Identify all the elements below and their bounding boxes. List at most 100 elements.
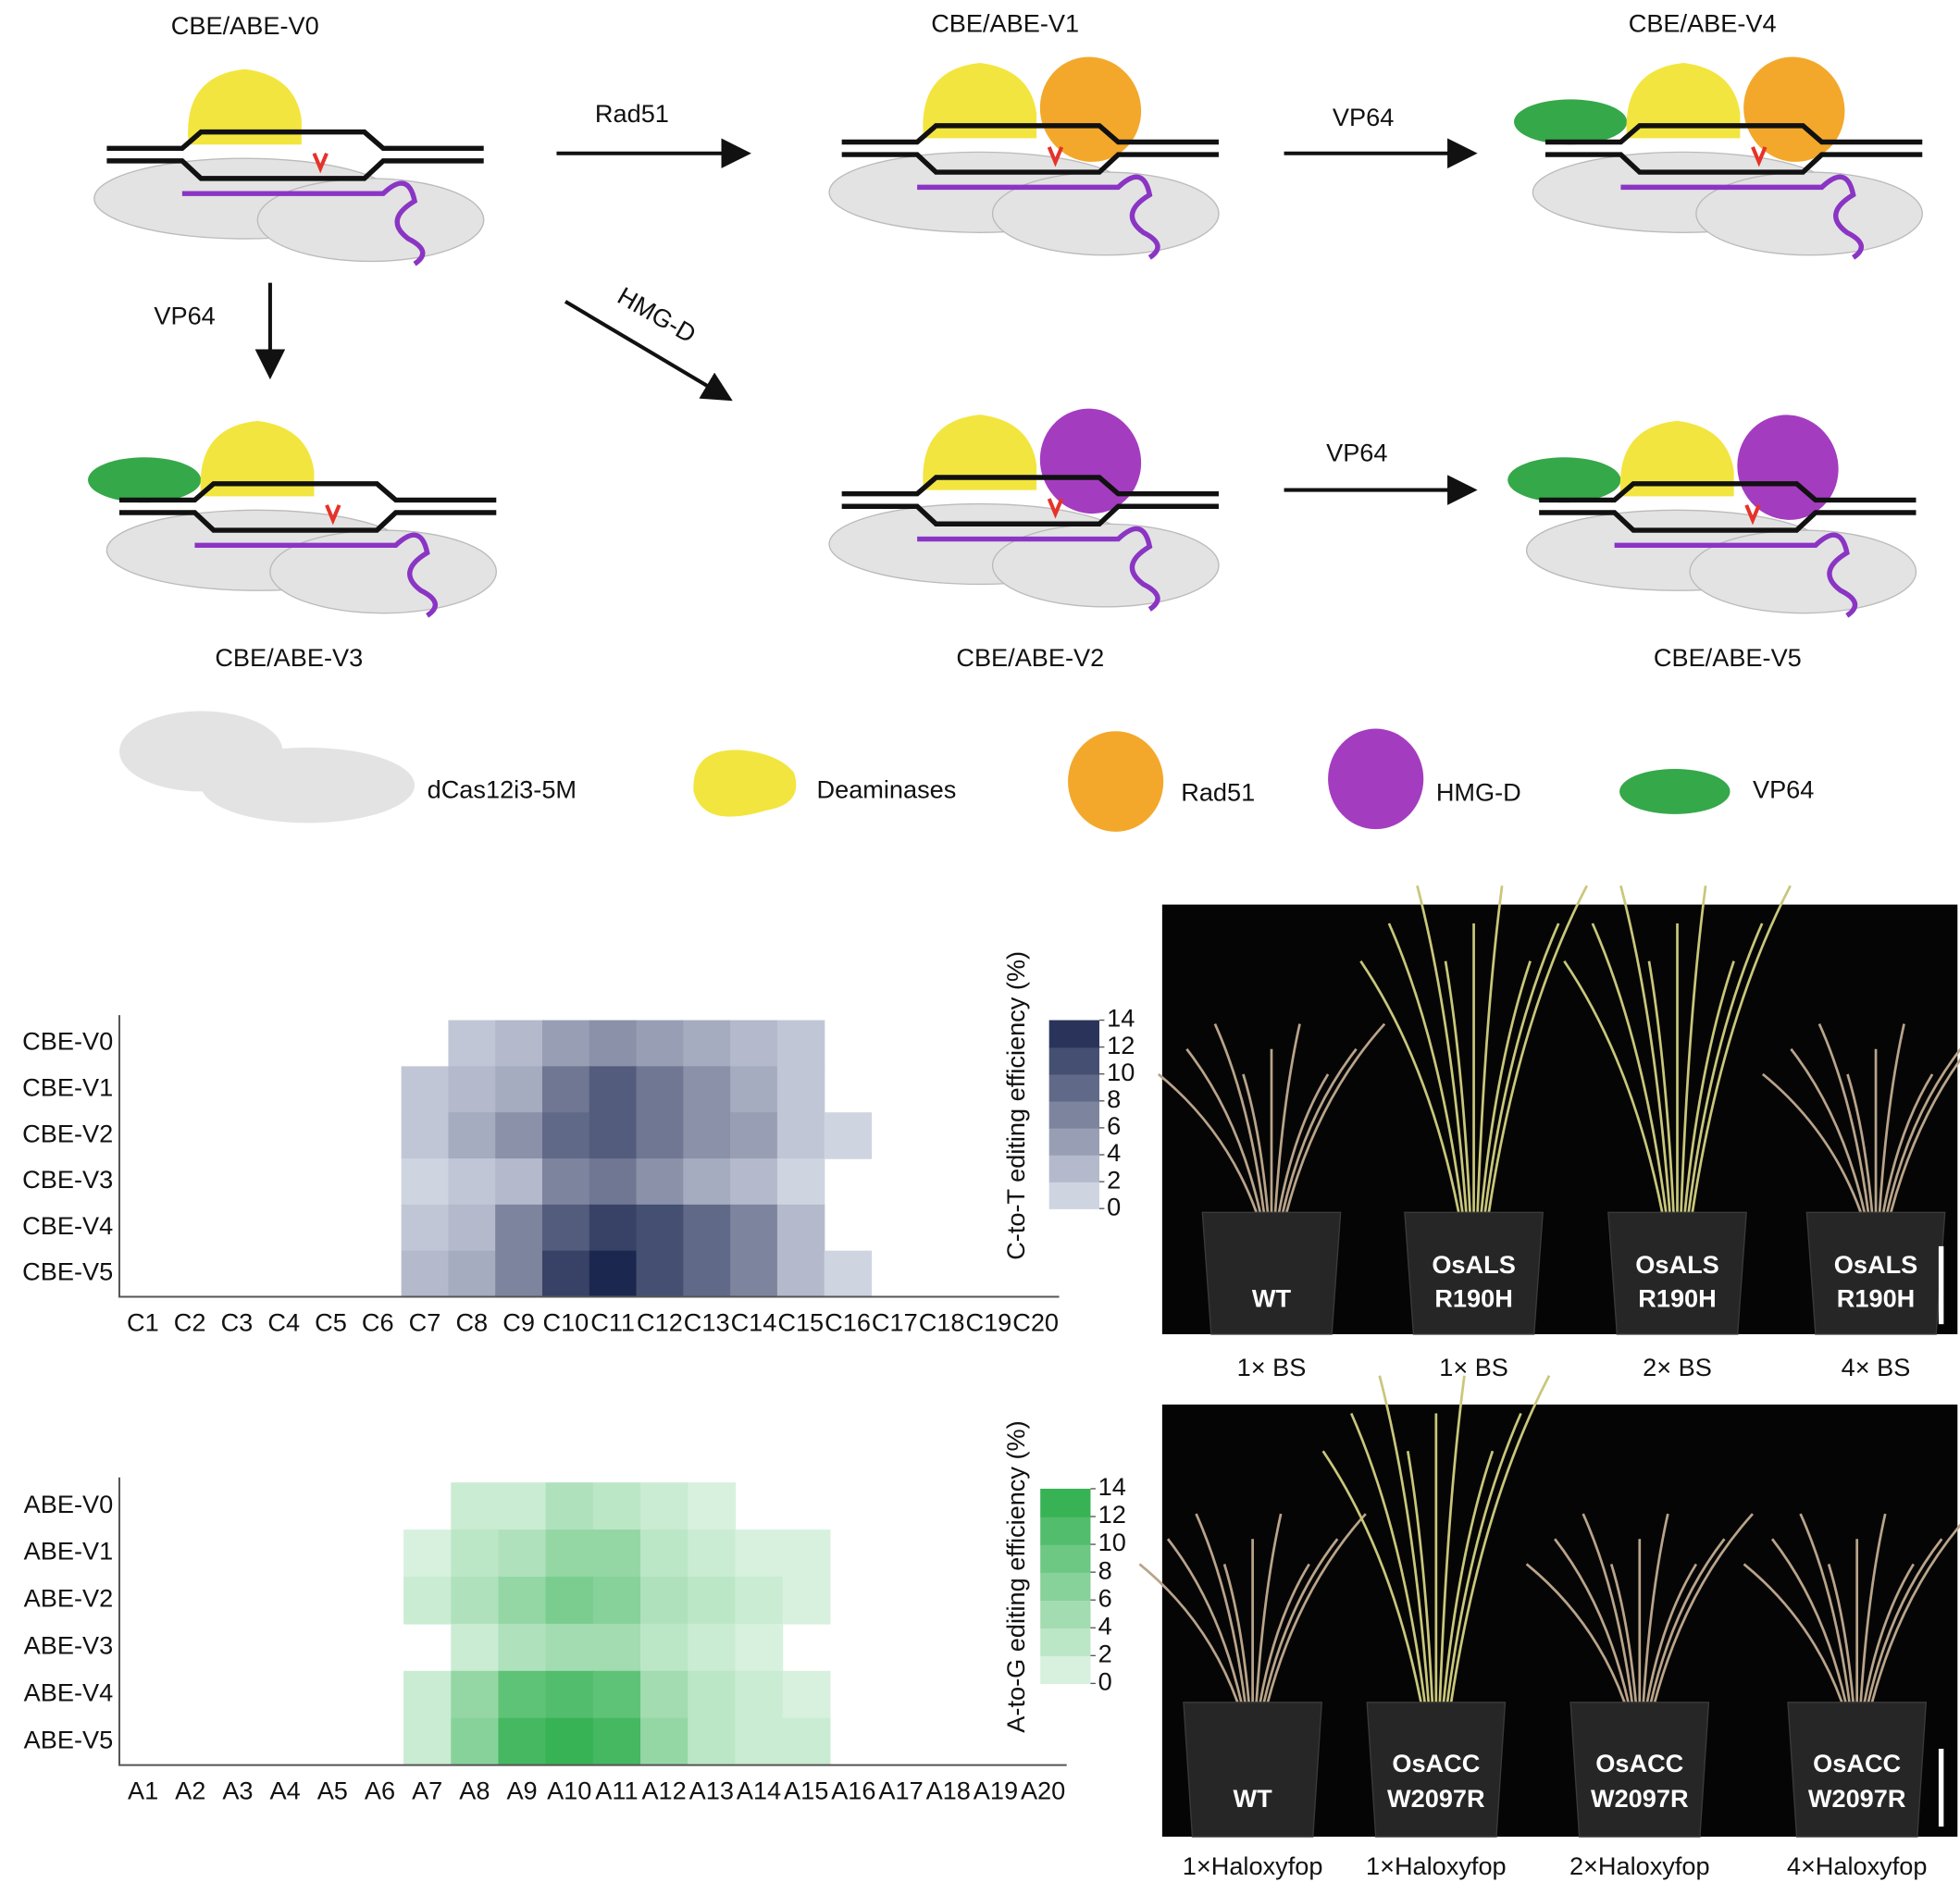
guide-rna	[917, 526, 1160, 612]
heat-cell	[589, 1250, 638, 1298]
pot-label: OsACC	[1813, 1749, 1901, 1777]
node-label: CBE/ABE-V3	[215, 643, 363, 672]
column-label: C16	[825, 1308, 871, 1337]
heat-cell	[735, 1717, 784, 1766]
heat-cell	[592, 1482, 641, 1530]
dna	[1544, 123, 1923, 145]
node-label: CBE/ABE-V1	[931, 8, 1079, 37]
colorbar-step	[1048, 1100, 1099, 1129]
plant-leaf	[1649, 1538, 1726, 1703]
heat-cell	[495, 1020, 543, 1068]
heat-cell	[688, 1670, 737, 1719]
column-label: A12	[641, 1777, 686, 1805]
heat-cell	[640, 1482, 688, 1530]
dna	[841, 152, 1219, 175]
legend-icon	[201, 747, 416, 823]
row-label: ABE-V5	[24, 1725, 114, 1753]
column-label: A16	[831, 1777, 875, 1805]
pot	[1366, 1702, 1507, 1838]
plant-leaf	[1416, 885, 1468, 1213]
plant-leaf	[1881, 1073, 1934, 1213]
column-label: A13	[689, 1777, 734, 1805]
column-label: C13	[684, 1308, 730, 1337]
heat-cell	[730, 1112, 778, 1159]
colorbar-step	[1048, 1073, 1099, 1102]
plant-leaf	[1359, 960, 1460, 1213]
legend-label: Deaminases	[817, 775, 957, 804]
pot	[1787, 1702, 1928, 1838]
plant-leaf	[1870, 1523, 1960, 1703]
pot-label: WT	[1252, 1283, 1292, 1312]
colorbar-step	[1040, 1628, 1091, 1657]
treatment-label: 2× BS	[1643, 1353, 1712, 1381]
pot-label: W2097R	[1591, 1784, 1689, 1813]
plant-leaf	[1863, 1563, 1915, 1703]
heat-cell	[636, 1250, 684, 1298]
column-label: C6	[362, 1308, 394, 1337]
pot	[1201, 1211, 1342, 1335]
heat-cell	[636, 1204, 684, 1252]
heat-cell	[640, 1623, 688, 1672]
target-base	[1744, 504, 1761, 526]
row-label: CBE-V5	[22, 1257, 113, 1286]
column-label: A1	[128, 1777, 158, 1805]
treatment-label: 1× BS	[1439, 1353, 1508, 1381]
axis	[118, 1477, 1067, 1766]
treatment-label: 1× BS	[1237, 1353, 1307, 1381]
row-label: CBE-V1	[22, 1072, 113, 1101]
column-label: C5	[315, 1308, 347, 1337]
pot-label: WT	[1234, 1784, 1273, 1813]
heat-cell	[495, 1204, 543, 1252]
heat-cell	[683, 1066, 731, 1113]
construct	[88, 420, 497, 618]
heat-cell	[589, 1020, 638, 1068]
treatment-label: 4× BS	[1842, 1353, 1911, 1381]
colorbar-tick-label: 4	[1107, 1138, 1121, 1167]
heat-cell	[730, 1020, 778, 1068]
legend-label: VP64	[1753, 775, 1814, 804]
row-label: CBE-V2	[22, 1119, 113, 1147]
plant-leaf	[1563, 960, 1664, 1213]
heat-cell	[403, 1717, 452, 1766]
heat-cell	[498, 1576, 547, 1625]
plant-leaf	[1680, 885, 1707, 1213]
pot-label: W2097R	[1808, 1784, 1906, 1813]
plant-leaf	[1476, 885, 1504, 1213]
arrow	[564, 300, 733, 402]
heat-cell	[683, 1158, 731, 1206]
heat-cell	[688, 1482, 737, 1530]
heat-cell	[735, 1529, 784, 1578]
photo: WT OsALS R190H OsALS R190H OsALS R190H 1× BS 1× …	[1157, 885, 1960, 1381]
heat-cell	[498, 1482, 547, 1530]
heat-cell	[824, 1112, 873, 1159]
column-label: C9	[502, 1308, 535, 1337]
heat-cell	[451, 1717, 500, 1766]
plant-leaf	[1770, 1538, 1847, 1703]
column-label: A6	[365, 1777, 395, 1805]
pot-label: OsALS	[1834, 1250, 1918, 1279]
heat-cell	[495, 1066, 543, 1113]
dna	[118, 481, 497, 503]
construct	[1507, 415, 1917, 618]
pot-label: R190H	[1638, 1283, 1716, 1312]
plant-leaf	[1321, 1450, 1422, 1703]
heat-cell	[495, 1112, 543, 1159]
axis	[118, 1015, 1060, 1298]
heatmap: ABE-V0 ABE-V1 ABE-V2 ABE-V3 ABE-V4 ABE-V5 A1 A2…	[24, 1420, 1126, 1804]
pot-label: OsALS	[1635, 1250, 1719, 1279]
heat-cell	[451, 1623, 500, 1672]
heat-cell	[589, 1066, 638, 1113]
column-label: C7	[409, 1308, 441, 1337]
plant-leaf	[1387, 922, 1464, 1213]
plant-leaf	[1195, 1513, 1247, 1702]
heat-cell	[640, 1717, 688, 1766]
edge-label: Rad51	[595, 99, 669, 128]
diagram: CBE/ABE-V0 CBE/ABE-V1 CBE/ABE-V4 CBE/ABE…	[118, 8, 1814, 832]
plant-leaf	[1525, 1563, 1626, 1703]
colorbar-step	[1048, 1127, 1099, 1156]
heat-cell	[541, 1112, 590, 1159]
plant-leaf	[1846, 1073, 1874, 1213]
column-label: C10	[542, 1308, 589, 1337]
construct	[828, 56, 1220, 260]
heat-cell	[735, 1670, 784, 1719]
